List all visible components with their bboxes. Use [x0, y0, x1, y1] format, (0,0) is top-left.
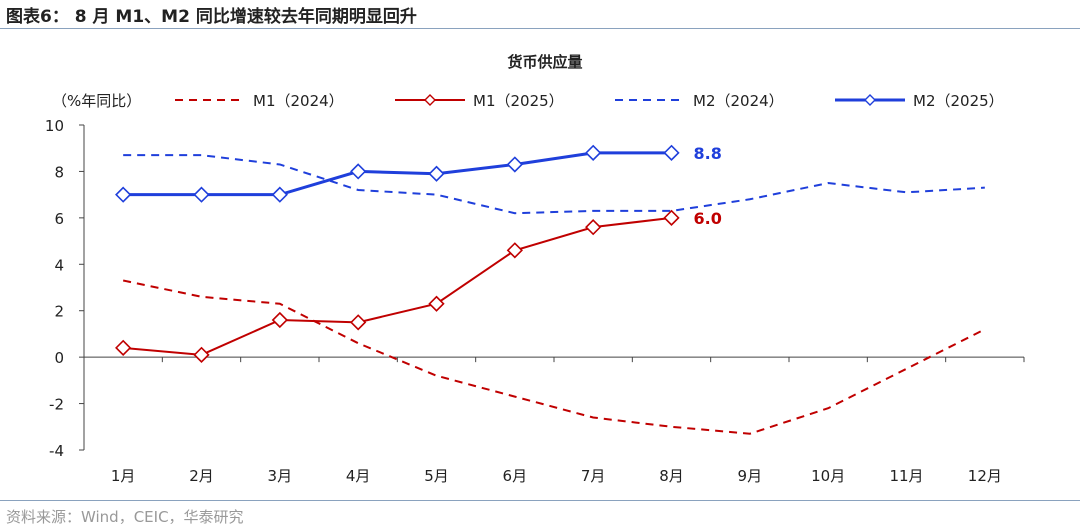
- y-tick-label: 6: [54, 210, 64, 228]
- footer-divider: [0, 500, 1080, 501]
- chart-legend: M1（2024） M1（2025） M2（2024） M2（2025）: [175, 92, 1004, 110]
- end-value-label: 8.8: [694, 144, 722, 163]
- legend-label: M1（2025）: [473, 92, 564, 110]
- data-point-marker: [115, 186, 132, 203]
- data-point-marker: [193, 346, 210, 363]
- legend-marker: [424, 94, 436, 106]
- chart-title: 货币供应量: [507, 53, 582, 71]
- y-tick-label: 8: [54, 163, 64, 181]
- data-point-marker: [271, 311, 288, 329]
- series-line-3: [123, 154, 985, 215]
- data-point-marker: [663, 209, 680, 226]
- data-point-marker: [115, 339, 132, 356]
- data-point-marker: [350, 314, 367, 331]
- x-tick-label: 2月: [189, 467, 214, 485]
- series-line-4: [123, 151, 672, 197]
- y-tick-label: -4: [49, 442, 64, 460]
- data-point-marker: [428, 165, 445, 182]
- y-tick-label: 10: [45, 117, 64, 135]
- chart-axes: -4 -2 0 2 4 6 8 10 1月 2月 3月 4月 5月 6月 7月 8月 9月 10月 11月 12月: [45, 117, 1025, 485]
- y-tick-label: 0: [54, 349, 64, 367]
- money-supply-chart: 货币供应量 （%年同比） M1（2024） M1（2025） M2（2024） M2（…: [45, 53, 1025, 485]
- series-line-2: [123, 216, 672, 356]
- x-tick-label: 4月: [346, 467, 371, 485]
- y-tick-label: 2: [54, 303, 64, 321]
- data-point-marker: [663, 144, 680, 161]
- x-tick-label: 8月: [659, 467, 684, 485]
- data-point-marker: [506, 242, 523, 259]
- end-value-label: 6.0: [694, 209, 722, 228]
- data-point-marker: [506, 156, 523, 173]
- series-line-1: [122, 279, 986, 435]
- data-point-marker: [193, 186, 210, 203]
- y-tick-label: 4: [54, 256, 64, 274]
- x-tick-label: 3月: [268, 467, 293, 485]
- y-axis-label: （%年同比）: [52, 92, 141, 110]
- figure-title: 图表6： 8 月 M1、M2 同比增速较去年同期明显回升: [6, 7, 417, 27]
- x-tick-label: 11月: [889, 467, 923, 485]
- y-tick-label: -2: [49, 396, 64, 414]
- series-layer: 6.0 8.8: [115, 144, 986, 435]
- data-point-marker: [585, 144, 602, 161]
- data-point-marker: [271, 186, 288, 203]
- data-point-marker: [350, 163, 367, 180]
- title-divider: [0, 28, 1080, 29]
- legend-marker: [864, 94, 876, 106]
- x-tick-label: 10月: [811, 467, 845, 485]
- x-tick-label: 12月: [968, 467, 1002, 485]
- x-tick-label: 1月: [111, 467, 136, 485]
- data-point-marker: [585, 219, 602, 236]
- legend-label: M1（2024）: [253, 92, 344, 110]
- x-tick-label: 7月: [581, 467, 606, 485]
- source-note: 资料来源：Wind，CEIC，华泰研究: [6, 508, 244, 526]
- data-point-marker: [428, 295, 445, 312]
- legend-label: M2（2024）: [693, 92, 784, 110]
- x-tick-label: 5月: [424, 467, 449, 485]
- x-tick-label: 9月: [738, 467, 763, 485]
- x-tick-label: 6月: [503, 467, 528, 485]
- legend-label: M2（2025）: [913, 92, 1004, 110]
